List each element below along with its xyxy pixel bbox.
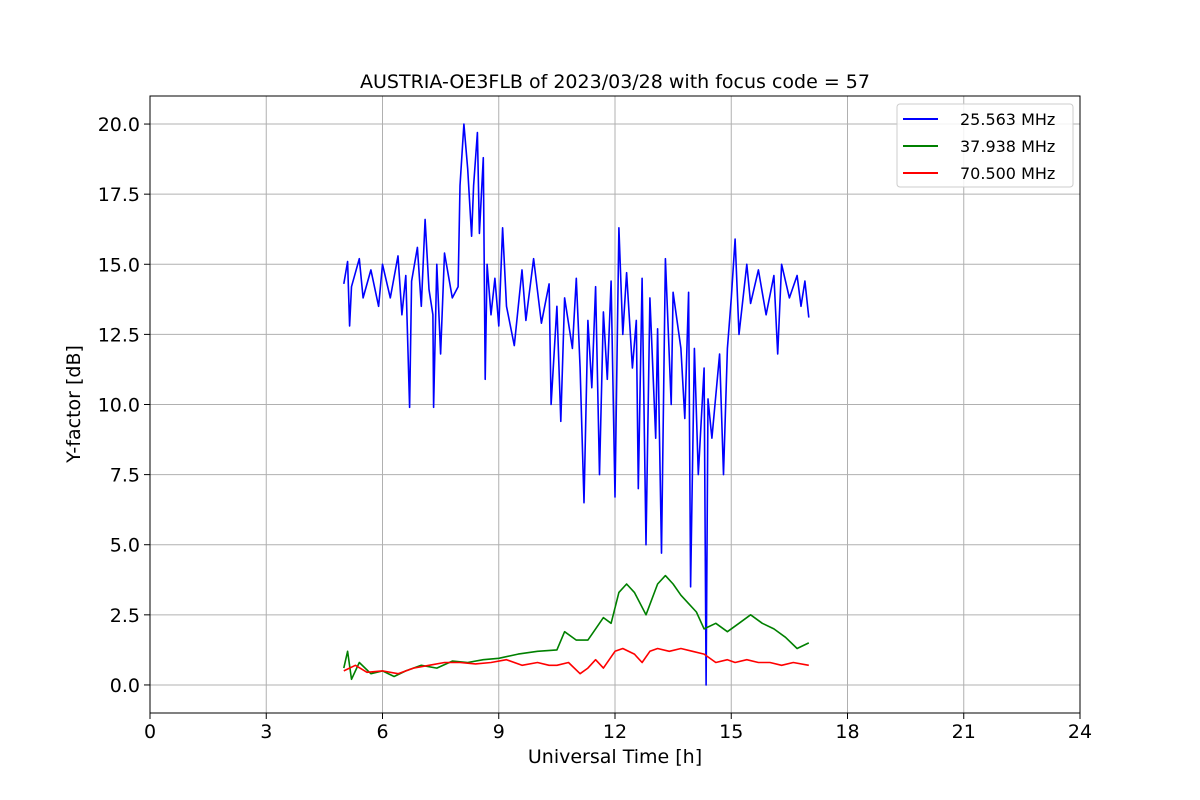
y-tick-label: 2.5 [110, 605, 140, 627]
series-line-1 [343, 123, 810, 686]
y-axis-label: Y-factor [dB] [63, 345, 85, 464]
y-tick-label: 7.5 [110, 465, 140, 487]
y-tick-label: 17.5 [98, 184, 140, 206]
y-tick-label: 20.0 [98, 114, 140, 136]
series-line-3 [343, 647, 809, 675]
series-layer [343, 123, 810, 686]
legend-label: 25.563 MHz [960, 110, 1055, 129]
legend: 25.563 MHz 37.938 MHz 70.500 MHz [896, 103, 1074, 188]
x-tick-label: 3 [260, 721, 272, 743]
x-tick-label: 9 [493, 721, 505, 743]
legend-label: 37.938 MHz [960, 137, 1055, 156]
y-tick-label: 5.0 [110, 535, 140, 557]
x-tick-label: 0 [144, 721, 156, 743]
x-tick-label: 21 [952, 721, 976, 743]
legend-frame [896, 103, 1074, 188]
legend-items: 25.563 MHz 37.938 MHz 70.500 MHz [903, 110, 1055, 183]
y-tick-label: 0.0 [110, 675, 140, 697]
x-tick-label: 18 [835, 721, 859, 743]
x-tick-label: 12 [603, 721, 627, 743]
chart-title: AUSTRIA-OE3FLB of 2023/03/28 with focus … [360, 71, 870, 93]
x-tick-label: 24 [1068, 721, 1092, 743]
x-tick-label: 15 [719, 721, 743, 743]
y-tick-label: 12.5 [98, 324, 140, 346]
x-tick-label: 6 [376, 721, 388, 743]
ticks-layer: 0 3 6 9 12 15 18 21 24 0.0 2.5 5.0 7.5 10.0 12.5 15.0 17… [98, 114, 1092, 743]
legend-label: 70.500 MHz [960, 164, 1055, 183]
y-tick-label: 10.0 [98, 395, 140, 417]
x-axis-label: Universal Time [h] [528, 746, 702, 768]
y-tick-label: 15.0 [98, 254, 140, 276]
